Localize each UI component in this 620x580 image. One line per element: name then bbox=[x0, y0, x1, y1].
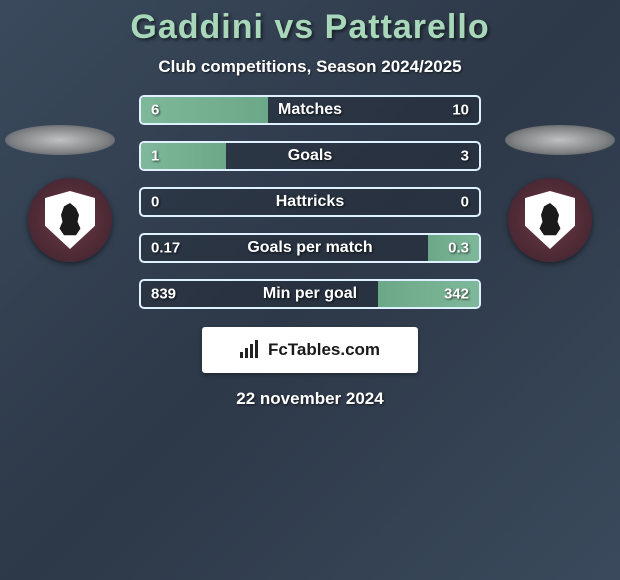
stat-row: 839 Min per goal 342 bbox=[139, 279, 481, 309]
stat-value-left: 0 bbox=[151, 194, 159, 211]
subtitle: Club competitions, Season 2024/2025 bbox=[158, 57, 461, 77]
stat-value-left: 839 bbox=[151, 286, 176, 303]
badge-horse-icon bbox=[55, 203, 85, 237]
stat-label: Hattricks bbox=[276, 193, 344, 211]
stat-value-left: 6 bbox=[151, 102, 159, 119]
stat-row: 6 Matches 10 bbox=[139, 95, 481, 125]
stat-label: Goals per match bbox=[247, 239, 372, 257]
date-label: 22 november 2024 bbox=[236, 389, 383, 409]
stat-value-right: 0 bbox=[461, 194, 469, 211]
stat-value-right: 3 bbox=[461, 148, 469, 165]
club-badge-right bbox=[508, 178, 592, 262]
player-right-halo bbox=[505, 125, 615, 155]
stat-label: Min per goal bbox=[263, 285, 357, 303]
badge-horse-icon bbox=[535, 203, 565, 237]
stat-value-right: 10 bbox=[452, 102, 469, 119]
stat-value-right: 0.3 bbox=[448, 240, 469, 257]
player-left-halo bbox=[5, 125, 115, 155]
stat-value-left: 0.17 bbox=[151, 240, 180, 257]
brand-label: FcTables.com bbox=[268, 340, 380, 360]
stat-value-right: 342 bbox=[444, 286, 469, 303]
club-badge-left bbox=[28, 178, 112, 262]
badge-shield-icon bbox=[525, 191, 575, 249]
brand-chart-icon bbox=[240, 340, 262, 360]
stat-row: 1 Goals 3 bbox=[139, 141, 481, 171]
stat-value-left: 1 bbox=[151, 148, 159, 165]
badge-shield-icon bbox=[45, 191, 95, 249]
stats-panel: 6 Matches 10 1 Goals 3 0 Hattricks 0 0.17 Goals pe… bbox=[139, 95, 481, 309]
brand-box[interactable]: FcTables.com bbox=[202, 327, 418, 373]
page-title: Gaddini vs Pattarello bbox=[130, 8, 489, 47]
comparison-card: Gaddini vs Pattarello Club competitions,… bbox=[0, 0, 620, 580]
stat-row: 0.17 Goals per match 0.3 bbox=[139, 233, 481, 263]
stat-fill-left bbox=[141, 97, 268, 123]
stat-row: 0 Hattricks 0 bbox=[139, 187, 481, 217]
stat-label: Goals bbox=[288, 147, 332, 165]
stat-label: Matches bbox=[278, 101, 342, 119]
